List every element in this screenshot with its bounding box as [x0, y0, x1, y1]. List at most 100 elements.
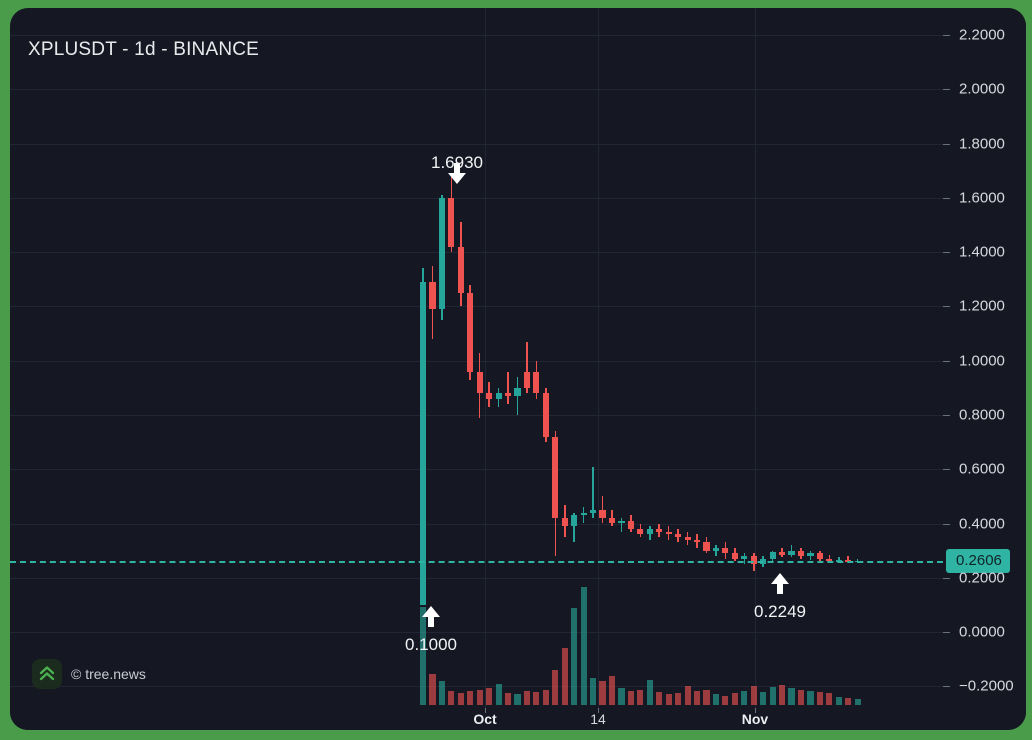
volume-bar [476, 689, 483, 705]
plot-area[interactable]: 1.6930 0.1000 0.2249 XPLUSDT - 1d - BINANC… [10, 8, 943, 708]
candle-body [646, 528, 653, 535]
candle-body [438, 197, 445, 310]
candle-body [523, 371, 531, 388]
time-axis[interactable]: Oct 14 Nov [10, 708, 1026, 730]
volume-bar [675, 693, 682, 705]
candle-wick [715, 545, 717, 557]
gridline-horizontal [10, 414, 943, 416]
volume-bar [542, 689, 549, 705]
volume-bar [457, 693, 464, 705]
candle-body [552, 436, 559, 519]
volume-bar [618, 688, 625, 705]
time-tick-mark [755, 708, 756, 713]
price-tick-label: −0.2000 [959, 677, 1014, 695]
candle-body [845, 560, 852, 562]
candle-wick [601, 496, 604, 524]
candle-body [769, 551, 776, 559]
candle-body [561, 518, 568, 527]
current-price-line [10, 561, 943, 564]
volume-bar [486, 688, 493, 705]
volume-bar [467, 690, 474, 705]
candle-body [580, 512, 587, 516]
candle-body [618, 520, 625, 524]
candle-wick [592, 466, 594, 519]
volume-bar [835, 696, 842, 705]
price-tick-label: 0.2000 [959, 569, 1005, 587]
price-tick-label: 0.4000 [959, 515, 1005, 532]
volume-bar [684, 686, 691, 705]
candle-body [533, 371, 540, 394]
gridline-horizontal [10, 306, 943, 308]
volume-bar [845, 697, 852, 705]
volume-bar [712, 694, 720, 705]
candle-body [684, 537, 691, 540]
candle-body [467, 292, 474, 372]
gridline-horizontal [10, 632, 943, 634]
candle-wick [743, 553, 746, 565]
candle-body [486, 393, 493, 399]
candle-body [807, 553, 814, 557]
price-tick-mark [943, 414, 950, 416]
volume-bar [788, 688, 795, 705]
candle-wick [620, 518, 623, 532]
volume-bar [438, 681, 445, 705]
volume-bar [854, 699, 861, 705]
volume-bar [741, 690, 748, 705]
candle-wick [847, 556, 850, 563]
time-tick-mark [485, 708, 486, 713]
price-tick-mark [943, 523, 950, 525]
price-tick-label: 1.4000 [959, 243, 1005, 261]
volume-bar [646, 680, 653, 705]
volume-bar [779, 684, 786, 705]
price-tick-label: 0.6000 [959, 460, 1005, 478]
price-tick-mark [943, 89, 950, 91]
volume-bar [580, 587, 587, 705]
volume-bar [816, 692, 823, 705]
candle-body [731, 553, 738, 559]
price-tick-label: 1.6000 [959, 189, 1005, 207]
price-tick-label: 2.2000 [959, 26, 1005, 44]
candle-body [419, 282, 427, 605]
candle-body [590, 509, 597, 513]
price-axis[interactable]: 0.2606 2.2000 2.0000 1.8000 1.6000 1.4000 1.2… [943, 8, 1026, 708]
volume-bar [665, 694, 672, 705]
price-tick-mark [943, 360, 950, 362]
volume-bar [504, 693, 512, 705]
volume-bar [750, 686, 757, 705]
price-tick-mark [943, 469, 950, 471]
high-annotation: 1.6930 [431, 153, 483, 172]
volume-bar [703, 689, 710, 705]
price-tick-mark [943, 35, 950, 37]
candle-wick [582, 507, 585, 524]
volume-bar [693, 690, 701, 705]
time-tick-label: 14 [590, 711, 606, 727]
price-tick-label: 1.0000 [959, 352, 1005, 370]
volume-bar [429, 674, 436, 705]
candle-body [826, 558, 833, 561]
page-title: XPLUSDT - 1d - BINANCE [28, 39, 260, 60]
candle-body [741, 556, 748, 559]
gridline-vertical [598, 8, 599, 708]
candle-body [495, 393, 502, 399]
gridline-horizontal [10, 35, 943, 37]
candle-wick [507, 371, 509, 405]
volume-bar [533, 692, 540, 705]
time-tick-mark [598, 708, 599, 713]
price-tick-mark [943, 686, 950, 688]
gridline-horizontal [10, 89, 943, 91]
price-tick-label: 2.0000 [959, 80, 1005, 98]
volume-bar [627, 690, 634, 705]
candle-body [599, 509, 606, 519]
candle-body [693, 539, 701, 543]
double-chevron-up-icon [32, 659, 62, 689]
watermark: © tree.news [32, 659, 146, 689]
volume-bar [523, 690, 531, 705]
volume-bar [514, 694, 521, 705]
candle-body [429, 282, 436, 310]
price-tick-label: 1.2000 [959, 297, 1005, 315]
candle-body [656, 528, 663, 532]
candle-wick [526, 341, 528, 394]
chart-frame: 1.6930 0.1000 0.2249 XPLUSDT - 1d - BINANC… [10, 8, 1026, 730]
volume-bar [590, 677, 597, 705]
